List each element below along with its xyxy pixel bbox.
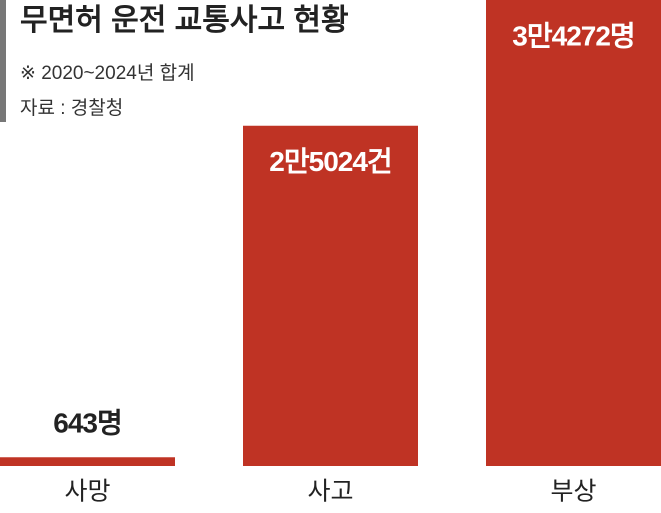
chart-title: 무면허 운전 교통사고 현황: [20, 4, 349, 37]
bar: [0, 457, 175, 466]
bar: [486, 0, 661, 466]
chart-source: 자료 : 경찰청: [20, 97, 123, 119]
value-label: 2만5024건: [269, 146, 391, 177]
chart-subtitle: ※ 2020~2024년 합계: [20, 62, 195, 84]
bar: [243, 125, 418, 466]
x-tick-label: 부상: [550, 478, 596, 506]
value-label: 3만4272명: [512, 20, 634, 51]
title-accent: [0, 0, 6, 122]
x-tick-label: 사고: [307, 478, 353, 506]
x-tick-label: 사망: [64, 478, 110, 506]
value-label: 643명: [53, 408, 121, 439]
